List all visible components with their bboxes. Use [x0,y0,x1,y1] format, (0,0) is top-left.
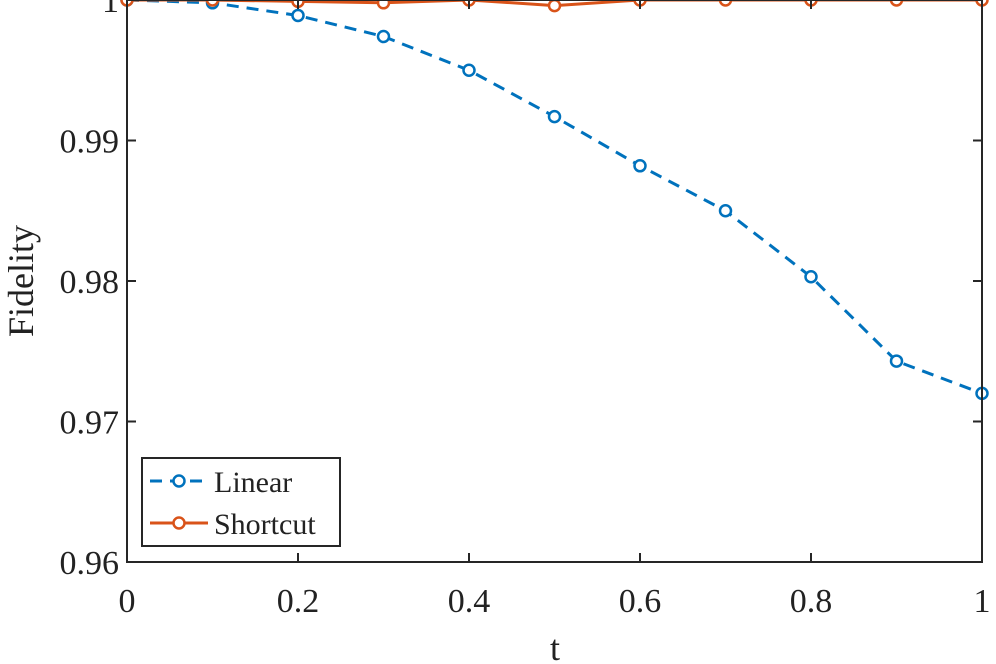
legend-shortcut-label: Shortcut [214,508,316,541]
data-point-shortcut [376,0,391,10]
data-point-linear [462,63,476,77]
y-tick-label: 0.97 [60,405,120,442]
x-tick-label: 0.8 [790,583,833,620]
x-axis-label: t [550,628,560,664]
data-point-shortcut [889,0,904,7]
x-axis-ticks: 0 0.2 0.4 0.6 0.8 1 [119,0,991,620]
data-point-shortcut [547,0,562,13]
y-tick-label: 1 [102,0,119,20]
x-tick-label: 0.2 [277,583,320,620]
data-point-linear [889,354,904,368]
y-tick-label: 0.99 [60,124,120,161]
legend-linear-label: Linear [214,466,292,499]
y-axis-label: Fidelity [1,225,41,337]
data-point-linear [718,204,733,218]
data-point-shortcut [205,0,220,7]
legend: Linear Shortcut [141,457,341,547]
data-point-linear [633,159,647,173]
x-tick-label: 0 [119,583,136,620]
y-tick-label: 0.98 [60,264,120,301]
data-point-linear [804,270,818,284]
data-point-linear [547,109,562,124]
data-point-linear [291,8,305,23]
legend-shortcut-marker [172,516,186,530]
legend-linear-marker [172,474,186,488]
data-point-shortcut [718,0,733,7]
y-axis-ticks: 0.96 0.97 0.98 0.99 1 [60,0,982,582]
x-tick-label: 0.4 [448,583,491,620]
y-tick-label: 0.96 [60,545,120,582]
data-point-linear [376,29,391,44]
x-tick-label: 1 [974,583,991,620]
x-tick-label: 0.6 [619,583,662,620]
legend-box [141,457,341,547]
